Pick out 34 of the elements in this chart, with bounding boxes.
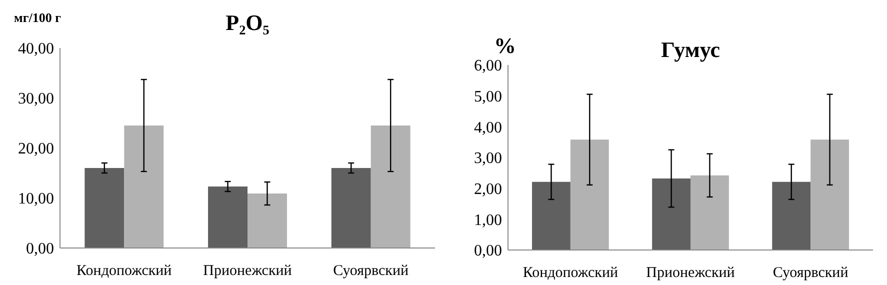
x-tick-label: Кондопожский bbox=[76, 263, 172, 279]
bar bbox=[248, 194, 287, 248]
y-tick-label: 6,00 bbox=[474, 58, 502, 75]
y-tick-label: 0,00 bbox=[474, 242, 502, 260]
bar bbox=[652, 178, 690, 250]
chart-title: Гумус bbox=[661, 37, 720, 62]
bar bbox=[690, 175, 729, 250]
y-tick-label: 40,00 bbox=[18, 40, 54, 58]
y-tick-label: 2,00 bbox=[474, 180, 502, 198]
bar bbox=[84, 168, 124, 248]
y-tick-label: 10,00 bbox=[18, 190, 54, 208]
bar bbox=[810, 140, 849, 250]
y-tick-label: 30,00 bbox=[18, 90, 54, 108]
bar bbox=[124, 126, 164, 248]
y-axis-title: мг/100 г bbox=[14, 10, 62, 25]
y-tick-label: 0,00 bbox=[26, 240, 54, 258]
x-tick-label: Прионежский bbox=[203, 263, 292, 279]
y-tick-label: 3,00 bbox=[474, 150, 502, 168]
bar bbox=[772, 182, 811, 250]
bar bbox=[532, 182, 570, 250]
x-tick-label: Прионежский bbox=[646, 265, 735, 281]
x-tick-label: Суоярвский bbox=[333, 263, 409, 279]
y-tick-label: 4,00 bbox=[474, 119, 502, 136]
y-axis-title: % bbox=[494, 33, 516, 58]
y-tick-label: 1,00 bbox=[474, 212, 502, 229]
chart-title: P₂O₅ bbox=[226, 10, 270, 35]
bar bbox=[331, 168, 371, 248]
bar bbox=[370, 126, 410, 248]
y-tick-label: 5,00 bbox=[474, 88, 502, 106]
bar bbox=[570, 140, 609, 250]
bar bbox=[208, 186, 248, 248]
x-tick-label: Кондопожский bbox=[522, 265, 618, 281]
y-tick-label: 20,00 bbox=[18, 140, 54, 158]
x-tick-label: Суоярвский bbox=[772, 265, 848, 281]
